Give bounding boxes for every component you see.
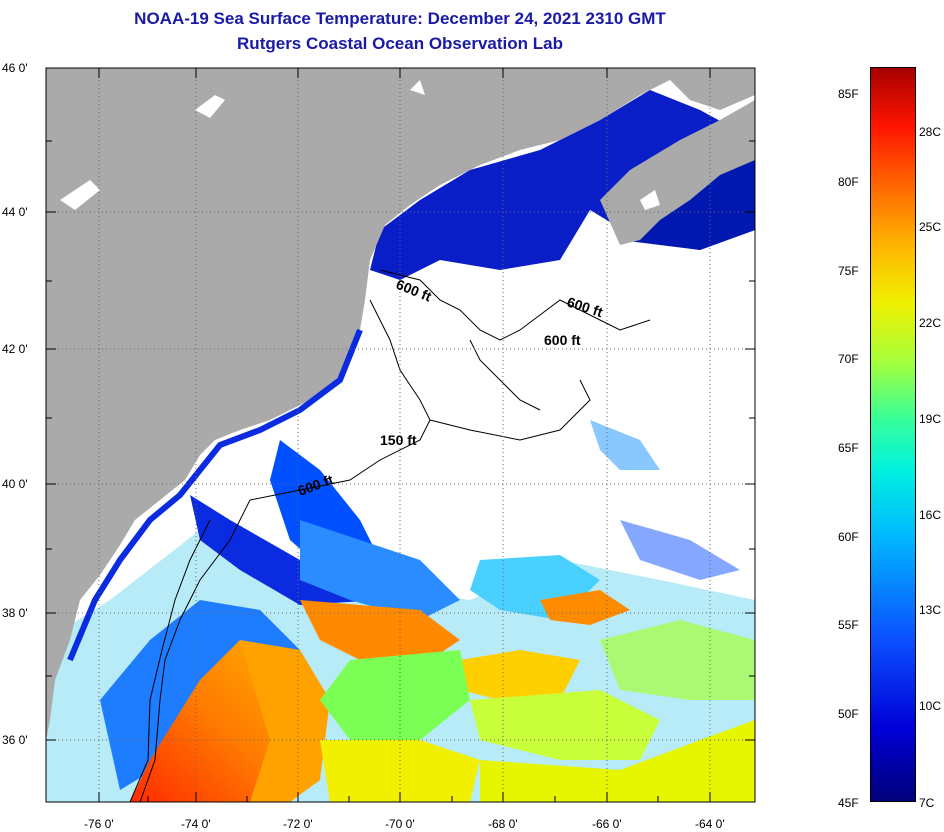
axis-ticks xyxy=(46,68,755,802)
lon-label: -74 0' xyxy=(181,817,211,831)
map-subtitle: Rutgers Coastal Ocean Observation Lab xyxy=(237,34,563,53)
colorbar-c-label: 7C xyxy=(919,796,935,810)
lat-label: 44 0' xyxy=(2,205,28,219)
colorbar-f-label: 70F xyxy=(838,352,859,366)
colorbar-f-label: 45F xyxy=(838,796,859,810)
colorbar-c-label: 10C xyxy=(919,699,942,713)
lon-label: -68 0' xyxy=(488,817,518,831)
colorbar-f-label: 50F xyxy=(838,707,859,721)
lon-label: -70 0' xyxy=(385,817,415,831)
lon-label: -66 0' xyxy=(592,817,622,831)
colorbar-f-label: 60F xyxy=(838,530,859,544)
lat-label: 46 0' xyxy=(2,61,28,75)
lat-label: 36 0' xyxy=(2,733,28,747)
land-mass xyxy=(46,68,755,740)
bathymetry-contours xyxy=(129,269,651,802)
sst-data-field xyxy=(46,420,755,802)
lat-label: 38 0' xyxy=(2,606,28,620)
lon-label: -72 0' xyxy=(283,817,313,831)
colorbar-c-label: 13C xyxy=(919,603,942,617)
lat-label: 40 0' xyxy=(2,477,28,491)
lakes xyxy=(60,80,660,210)
lat-label: 42 0' xyxy=(2,342,28,356)
colorbar-c-label: 22C xyxy=(919,316,942,330)
contour-label-3: 600 ft xyxy=(544,332,581,348)
map-title: NOAA-19 Sea Surface Temperature: Decembe… xyxy=(134,9,666,28)
lon-label: -76 0' xyxy=(84,817,114,831)
colorbar-f-label: 80F xyxy=(838,175,859,189)
contour-label-4: 150 ft xyxy=(380,432,417,448)
colorbar-f-label: 75F xyxy=(838,264,859,278)
colorbar-c-label: 25C xyxy=(919,220,942,234)
colorbar-c-label: 16C xyxy=(919,508,942,522)
lon-label: -64 0' xyxy=(695,817,725,831)
colorbar-f-label: 55F xyxy=(838,618,859,632)
colorbar-f-label: 85F xyxy=(838,87,859,101)
temperature-colorbar xyxy=(870,67,916,802)
colorbar-c-label: 28C xyxy=(919,125,942,139)
colorbar-c-label: 19C xyxy=(919,412,942,426)
colorbar-f-label: 65F xyxy=(838,441,859,455)
